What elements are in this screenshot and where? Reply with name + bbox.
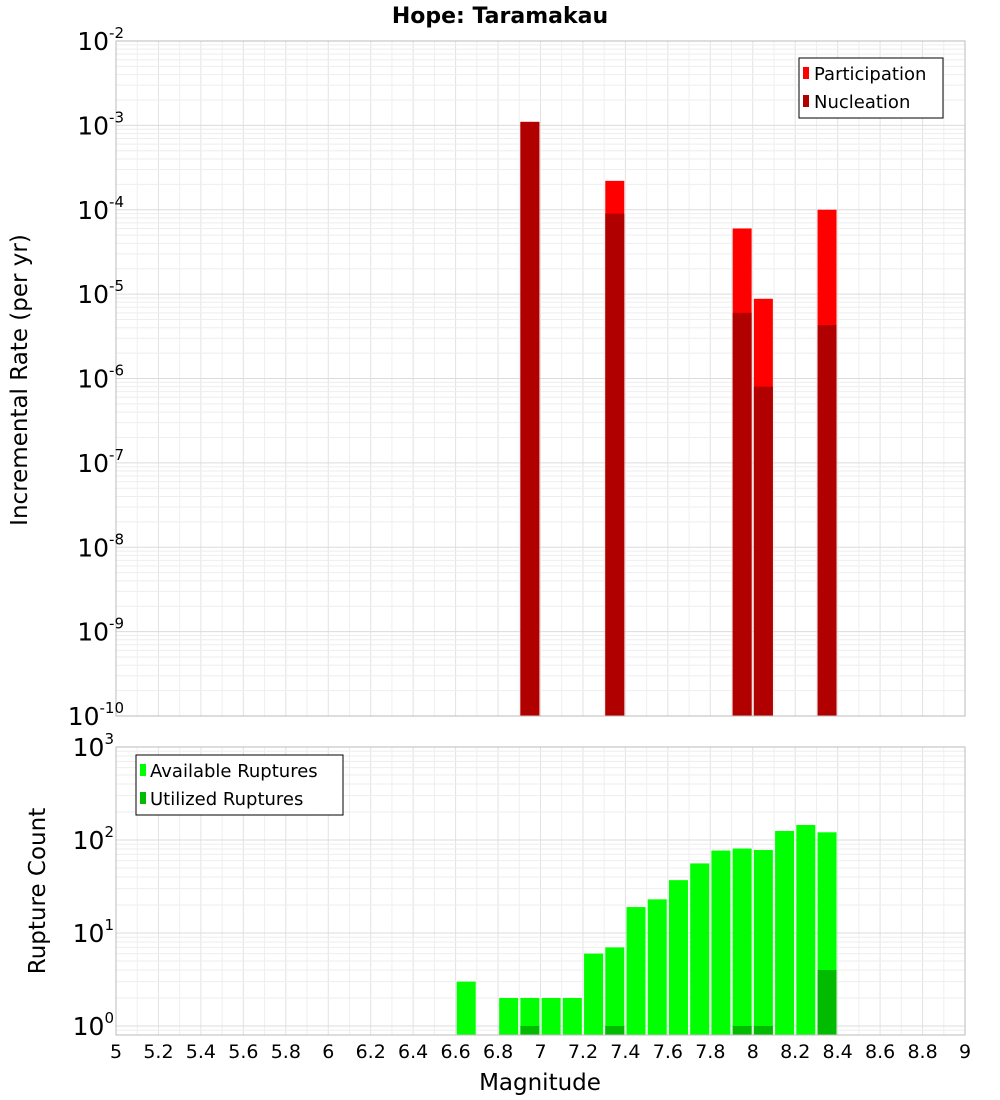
count-available-ruptures-bar [668,880,688,1035]
x-tick-label: 6.8 [483,1041,513,1063]
rate-panel-grid [115,40,966,717]
y-tick-label: 10-9 [77,615,124,647]
x-tick-label: 8.4 [823,1041,853,1063]
x-tick-label: 6 [322,1041,334,1063]
x-tick-label: 5 [110,1041,122,1063]
rate-nucleation-bar [732,312,752,716]
y-tick-label: 10-2 [77,24,124,56]
y-tick-label: 10-10 [68,699,124,731]
count-available-ruptures-bar [626,907,646,1035]
x-tick-label: 7.4 [610,1041,640,1063]
count-utilized-ruptures-bar [605,1025,625,1035]
y-tick-label: 102 [73,823,114,855]
count-utilized-ruptures-bar [520,1025,540,1035]
utilized-legend-swatch [140,792,146,804]
rate-nucleation-bar [520,121,540,716]
y-tick-label: 10-3 [77,108,124,140]
count-utilized-ruptures-bar [817,969,837,1035]
x-tick-label: 7.2 [568,1041,598,1063]
x-tick-label: 6.6 [440,1041,470,1063]
count-plot-frame [115,746,966,1036]
x-tick-label: 6.4 [398,1041,428,1063]
count-legend: Available Ruptures Utilized Ruptures [135,754,344,816]
x-tick-label: 8.2 [780,1041,810,1063]
x-tick-label: 7.8 [695,1041,725,1063]
count-available-ruptures-bar [605,947,625,1035]
count-panel: 100 101 102 103 Rupture Count Available Rup… [25,730,966,1041]
rate-nucleation-bar [817,325,837,716]
y-tick-label: 10-5 [77,277,124,309]
count-available-ruptures-bar [690,863,710,1035]
x-tick-label: 5.2 [143,1041,173,1063]
count-available-ruptures-bar [796,824,816,1035]
x-axis-label: Magnitude [479,1070,601,1096]
nucleation-legend-label: Nucleation [814,92,910,113]
chart-title: Hope: Taramakau [392,4,608,29]
count-y-axis-label: Rupture Count [25,808,51,974]
count-utilized-ruptures-bar [732,1025,752,1035]
x-tick-label: 6.2 [356,1041,386,1063]
y-tick-label: 10-8 [77,530,124,562]
available-legend-label: Available Ruptures [150,761,318,782]
y-tick-label: 100 [73,1009,114,1041]
rate-nucleation-bar [605,213,625,717]
available-legend-swatch [140,764,146,776]
count-bars [456,824,837,1035]
count-y-ticks: 100 101 102 103 [73,730,114,1041]
rate-legend-box [798,57,944,119]
count-available-ruptures-bar [732,848,752,1035]
count-available-ruptures-bar [647,899,667,1035]
x-tick-label: 5.6 [228,1041,258,1063]
rate-legend: Participation Nucleation [798,57,944,119]
count-legend-box [135,754,344,816]
x-tick-label: 7 [534,1041,546,1063]
rate-plot-frame [115,40,966,717]
y-tick-label: 10-6 [77,362,124,394]
rate-panel: 10-10 10-9 10-8 10-7 10-6 10-5 10-4 10-3 10-2 In… [7,24,966,731]
count-available-ruptures-bar [753,850,773,1035]
nucleation-legend-swatch [803,95,809,107]
x-tick-label: 8.6 [865,1041,895,1063]
rate-bars [520,121,837,717]
rate-nucleation-bar [753,386,773,716]
y-tick-label: 10-7 [77,446,124,478]
count-available-ruptures-bar [520,997,540,1035]
count-available-ruptures-bar [541,997,561,1035]
x-tick-label: 7.6 [653,1041,683,1063]
y-tick-label: 103 [73,730,114,762]
count-available-ruptures-bar [456,981,476,1035]
x-axis-ticks: 5 5.2 5.4 5.6 5.8 6 6.2 6.4 6.6 6.8 7 7.2 7.4 7.6 7.8 8… [110,1041,971,1063]
x-tick-label: 8 [747,1041,759,1063]
count-available-ruptures-bar [711,850,731,1035]
count-available-ruptures-bar [775,830,795,1035]
count-available-ruptures-bar [584,953,604,1035]
count-available-ruptures-bar [562,997,582,1035]
count-utilized-ruptures-bar [753,1025,773,1035]
x-tick-label: 5.4 [186,1041,216,1063]
participation-legend-swatch [803,67,809,79]
y-tick-label: 101 [73,916,114,948]
rate-y-ticks: 10-10 10-9 10-8 10-7 10-6 10-5 10-4 10-3 10-2 [68,24,124,731]
participation-legend-label: Participation [814,64,926,85]
rate-y-axis-label: Incremental Rate (per yr) [7,234,33,526]
utilized-legend-label: Utilized Ruptures [150,789,303,810]
count-available-ruptures-bar [499,997,519,1035]
x-tick-label: 8.8 [907,1041,937,1063]
x-tick-label: 9 [959,1041,971,1063]
x-tick-label: 5.8 [271,1041,301,1063]
y-tick-label: 10-4 [77,193,124,225]
